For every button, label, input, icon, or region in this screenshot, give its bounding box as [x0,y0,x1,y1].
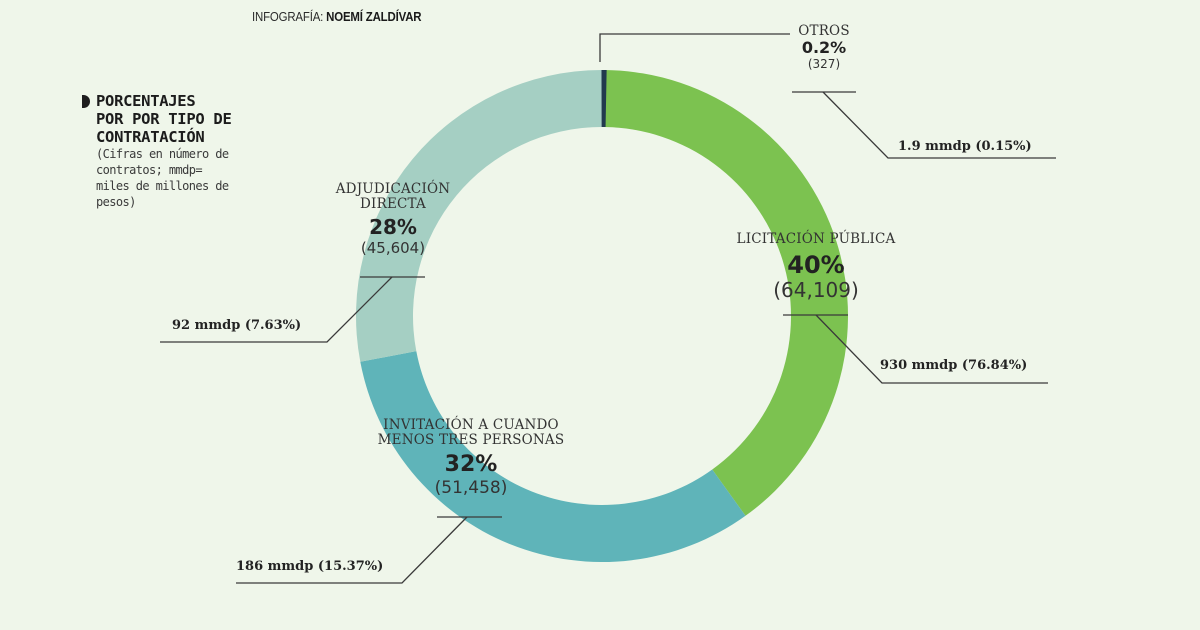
credit-author: NOEMÍ ZALDÍVAR [326,9,422,24]
segment-count: (64,109) [773,278,859,302]
segment-name: DIRECTA [360,196,426,212]
label-adjudicacion: ADJUDICACIÓN DIRECTA 28% (45,604) [313,181,473,258]
segment-percentage: 40% [787,251,845,279]
chart-title: PORCENTAJES POR POR TIPO DE CONTRATACIÓN [96,92,282,146]
half-circle-bullet-icon [82,95,90,108]
segment-name: INVITACIÓN A CUANDO [383,417,559,433]
segment-percentage: 32% [444,452,498,477]
chart-title-line: PORCENTAJES [96,92,196,110]
leader-lines [160,33,1056,584]
chart-subtitle-line: contratos; mmdp= [96,163,203,177]
leader-line-otros-top [599,33,790,62]
donut-segment-licitacion [603,70,848,516]
chart-subtitle: (Cifras en número de contratos; mmdp= mi… [96,146,282,210]
label-invitacion: INVITACIÓN A CUANDO MENOS TRES PERSONAS … [360,417,582,499]
segment-name: LICITACIÓN PÚBLICA [736,231,896,247]
amount-adjudicacion: 92 mmdp (7.63%) [172,318,302,333]
donut-ring [356,70,848,562]
chart-title-line: POR POR TIPO DE [96,110,232,128]
leader-line-invitacion-amount [236,516,468,584]
label-licitacion: LICITACIÓN PÚBLICA 40% (64,109) [714,231,918,302]
segment-count: (327) [807,57,841,71]
infographic-credit: INFOGRAFÍA: NOEMÍ ZALDÍVAR [252,9,422,24]
segment-percentage: 28% [369,215,417,239]
chart-subtitle-line: miles de millones de [96,179,229,193]
amount-invitacion: 186 mmdp (15.37%) [236,559,384,574]
chart-subtitle-line: pesos) [96,195,136,209]
donut-segment-invitacion [360,351,746,562]
segment-name: MENOS TRES PERSONAS [377,432,565,448]
leader-line-adjudicacion-amount [160,276,393,343]
donut-segment-otros [601,70,607,128]
segment-count: (45,604) [360,239,426,257]
leader-line-licitacion-amount [815,314,1048,384]
segment-count: (51,458) [434,478,508,498]
segment-name: OTROS [798,23,850,39]
amount-otros: 1.9 mmdp (0.15%) [898,139,1032,154]
chart-subtitle-line: (Cifras en número de [96,147,229,161]
segment-percentage: 0.2% [801,38,847,57]
amount-licitacion: 930 mmdp (76.84%) [880,358,1028,373]
donut-segment-adjudicacion [356,70,602,362]
segment-name: ADJUDICACIÓN [335,181,451,197]
chart-title-line: CONTRATACIÓN [96,128,205,146]
credit-prefix: INFOGRAFÍA: [252,9,324,24]
label-otros: OTROS 0.2% (327) [784,23,864,72]
chart-legend-block: PORCENTAJES POR POR TIPO DE CONTRATACIÓN… [82,92,282,210]
leader-line-otros-amount [822,91,1056,159]
